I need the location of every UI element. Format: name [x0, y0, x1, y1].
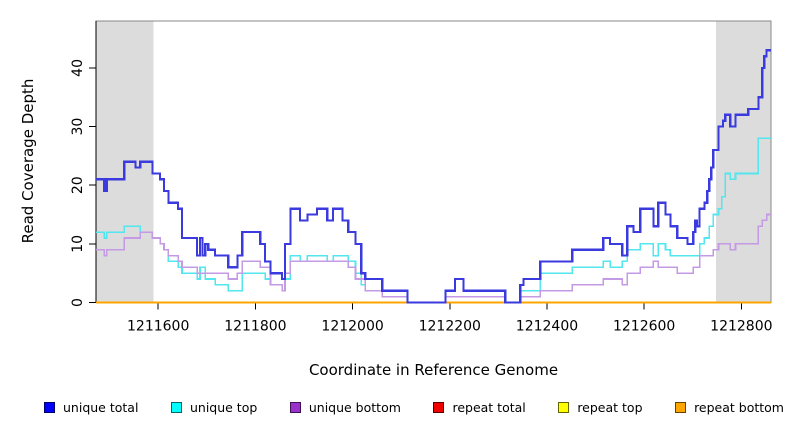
unique-bottom-swatch-icon: [289, 402, 301, 413]
legend-item-repeat-total: repeat total: [433, 400, 526, 415]
x-tick-label: 1212000: [321, 319, 383, 335]
series-unique-bottom: [96, 213, 771, 304]
legend-label: unique bottom: [308, 400, 401, 415]
series-unique-total: [96, 49, 771, 304]
x-tick-label: 1212600: [613, 319, 675, 335]
legend-label: repeat total: [452, 400, 526, 415]
y-tick-label: 40: [70, 59, 86, 77]
y-tick-label: 10: [70, 235, 86, 253]
legend-item-unique-total: unique total: [44, 400, 138, 415]
legend-label: repeat top: [577, 400, 643, 415]
x-tick-label: 1212400: [516, 319, 578, 335]
x-tick-label: 1211600: [127, 319, 189, 335]
repeat-bottom-swatch-icon: [675, 402, 687, 413]
x-tick-label: 1212200: [419, 319, 481, 335]
legend-item-unique-top: unique top: [170, 400, 258, 415]
legend-label: unique total: [63, 400, 139, 415]
repeat-top-swatch-icon: [558, 402, 570, 413]
repeat-region-right: [716, 21, 771, 303]
y-axis-title: Read Coverage Depth: [19, 78, 37, 244]
legend-item-repeat-top: repeat top: [558, 400, 643, 415]
unique-top-swatch-icon: [170, 402, 182, 413]
repeat-total-swatch-icon: [433, 402, 445, 413]
y-tick-label: 30: [70, 118, 86, 136]
x-axis-title: Coordinate in Reference Genome: [308, 361, 559, 379]
legend-item-unique-bottom: unique bottom: [289, 400, 401, 415]
x-tick-label: 1212800: [710, 319, 772, 335]
x-tick-label: 1211800: [224, 319, 286, 335]
legend-item-repeat-bottom: repeat bottom: [675, 400, 784, 415]
unique-total-swatch-icon: [44, 402, 55, 413]
y-tick-label: 20: [70, 176, 86, 194]
plot-frame: [95, 20, 772, 304]
legend-label: unique top: [189, 400, 258, 415]
legend-label: repeat bottom: [694, 400, 784, 415]
legend: unique total unique top unique bottom re…: [44, 400, 784, 415]
y-tick-label: 0: [70, 298, 86, 307]
